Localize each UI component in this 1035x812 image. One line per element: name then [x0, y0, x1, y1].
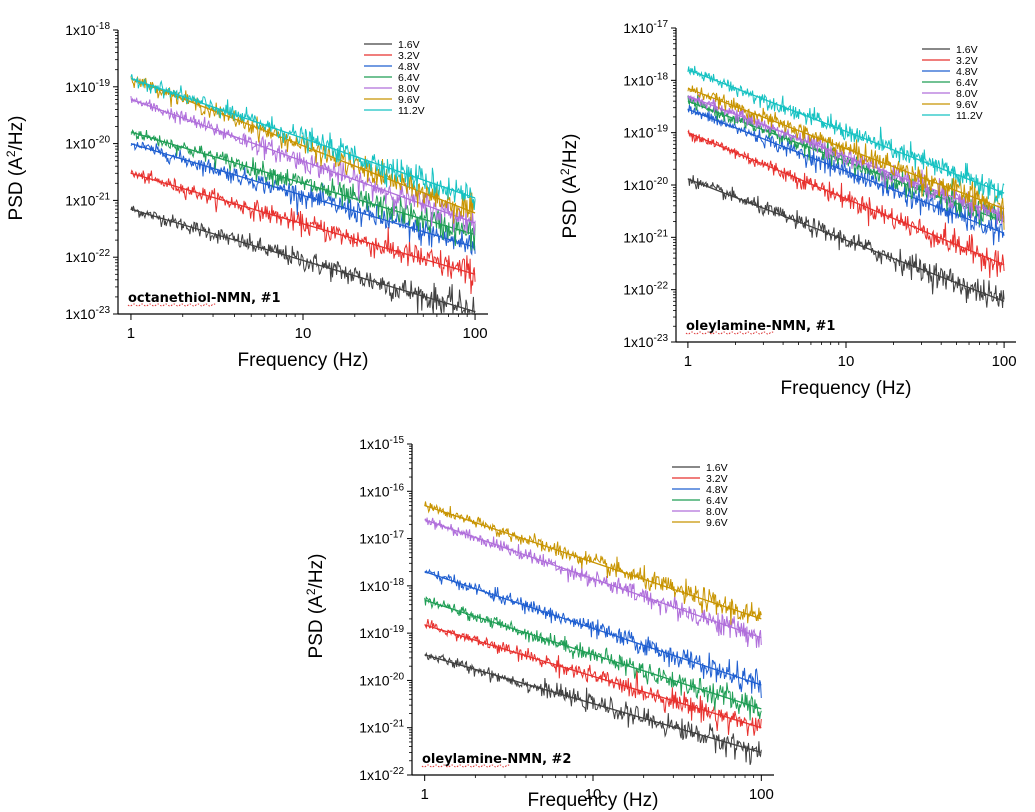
legend-label: 3.2V [398, 50, 420, 62]
legend-label: 8.0V [956, 88, 978, 100]
spellcheck-underline [421, 764, 511, 768]
spellcheck-underline [127, 303, 217, 307]
series-fit-4.8V [424, 571, 762, 686]
legend-label: 6.4V [956, 77, 978, 89]
y-tick-label: 1x10-20 [359, 671, 404, 688]
x-tick-label: 100 [992, 353, 1017, 370]
legend-label: 9.6V [956, 99, 978, 111]
series-fit-11.2V [687, 69, 1005, 194]
series-trace-11.2V [687, 65, 1005, 203]
series-fit-4.8V [130, 142, 476, 248]
y-tick-label: 1x10-16 [359, 482, 404, 499]
chart-panel-3: 1x10-22 1x10-21 1x10-20 1x10-19 1x10-18 1x10-… [304, 435, 774, 811]
x-tick-label: 1 [684, 353, 692, 370]
legend-label: 9.6V [706, 517, 728, 529]
series-fit-8.0V [687, 95, 1005, 218]
series-trace-11.2V [130, 74, 476, 210]
legend-label: 6.4V [398, 72, 420, 84]
series-fit-9.6V [687, 87, 1005, 210]
y-tick-label: 1x10-20 [65, 135, 110, 152]
y-tick-label: 1x10-19 [623, 124, 668, 141]
y-axis-label: PSD (A2/Hz) [304, 554, 327, 659]
panel-annotation: oleylamine-NMN, #1 [686, 319, 835, 334]
series-trace-4.8V [424, 568, 762, 699]
legend-label: 4.8V [398, 61, 420, 73]
x-tick-label: 100 [463, 325, 488, 342]
series-trace-6.4V [130, 128, 476, 251]
legend-label: 1.6V [706, 462, 728, 474]
series-trace-8.0V [687, 93, 1005, 225]
y-tick-label: 1x10-15 [359, 435, 404, 452]
y-tick-label: 1x10-21 [65, 191, 110, 208]
y-tick-label: 1x10-18 [65, 21, 110, 38]
x-tick-label: 100 [749, 786, 774, 803]
series-trace-6.4V [424, 595, 762, 721]
series-fit-3.2V [424, 624, 762, 729]
series-fit-6.4V [424, 599, 762, 710]
series-fit-1.6V [424, 654, 762, 754]
legend-label: 3.2V [706, 473, 728, 485]
y-tick-label: 1x10-19 [65, 78, 110, 95]
y-tick-label: 1x10-22 [65, 248, 110, 265]
legend-label: 4.8V [706, 484, 728, 496]
y-tick-label: 1x10-21 [623, 228, 668, 245]
panel-annotation: octanethiol-NMN, #1 [128, 291, 281, 306]
series-trace-9.6V [687, 85, 1005, 230]
x-tick-label: 1 [127, 325, 135, 342]
x-axis-label: Frequency (Hz) [528, 790, 659, 811]
y-tick-label: 1x10-20 [623, 176, 668, 193]
legend-label: 8.0V [706, 506, 728, 518]
series-fit-6.4V [130, 131, 476, 236]
legend-label: 3.2V [956, 55, 978, 67]
x-tick-label: 1 [420, 786, 428, 803]
legend-label: 4.8V [956, 66, 978, 78]
series-fit-1.6V [687, 178, 1005, 302]
y-tick-label: 1x10-22 [623, 281, 668, 298]
series-fit-9.6V [424, 504, 762, 620]
series-fit-8.0V [424, 519, 762, 639]
series-trace-1.6V [130, 205, 476, 315]
y-axis-label: PSD (A2/Hz) [4, 116, 27, 221]
series-fit-11.2V [130, 77, 476, 199]
y-tick-label: 1x10-21 [359, 719, 404, 736]
x-tick-label: 10 [838, 353, 855, 370]
legend-label: 1.6V [398, 39, 420, 51]
legend-label: 1.6V [956, 44, 978, 56]
y-tick-label: 1x10-18 [623, 71, 668, 88]
series-fit-1.6V [130, 208, 476, 313]
y-tick-label: 1x10-23 [623, 333, 668, 350]
series-trace-1.6V [424, 651, 762, 765]
legend-label: 8.0V [398, 83, 420, 95]
series-trace-3.2V [424, 619, 762, 736]
x-tick-label: 10 [295, 325, 312, 342]
y-tick-label: 1x10-18 [359, 577, 404, 594]
series-fit-3.2V [687, 132, 1005, 266]
y-axis-label: PSD (A2/Hz) [558, 134, 581, 239]
chart-panel-2: 1x10-23 1x10-22 1x10-21 1x10-20 1x10-19 1x10-… [558, 19, 1017, 399]
y-tick-label: 1x10-17 [359, 530, 404, 547]
series-fit-4.8V [687, 108, 1005, 234]
series-fit-3.2V [130, 172, 476, 275]
series-trace-3.2V [130, 169, 476, 295]
panel-annotation: oleylamine-NMN, #2 [422, 752, 571, 767]
spellcheck-underline [685, 331, 775, 335]
x-axis-label: Frequency (Hz) [781, 378, 912, 399]
y-tick-label: 1x10-23 [65, 305, 110, 322]
y-tick-label: 1x10-17 [623, 19, 668, 36]
x-tick-label: 10 [585, 786, 602, 803]
legend-label: 6.4V [706, 495, 728, 507]
y-tick-label: 1x10-22 [359, 766, 404, 783]
legend-label: 11.2V [398, 105, 425, 117]
legend-label: 11.2V [956, 110, 983, 122]
legend-label: 9.6V [398, 94, 420, 106]
chart-panel-1: 1x10-23 1x10-22 1x10-21 1x10-20 1x10-19 1x10-… [4, 21, 488, 371]
x-axis-label: Frequency (Hz) [238, 350, 369, 371]
y-tick-label: 1x10-19 [359, 624, 404, 641]
